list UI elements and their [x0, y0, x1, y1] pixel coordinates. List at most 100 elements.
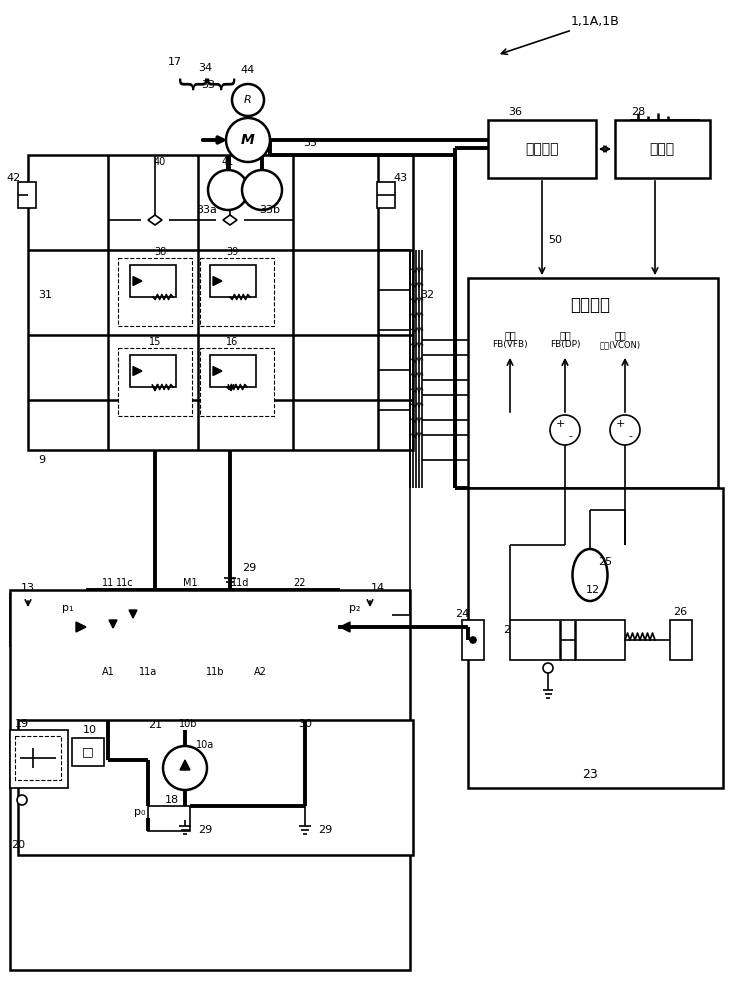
Bar: [118, 348, 192, 416]
Text: 15: 15: [149, 337, 161, 347]
Text: 50: 50: [548, 235, 562, 245]
Text: {: {: [203, 70, 232, 90]
Text: 1,1A,1B: 1,1A,1B: [571, 15, 619, 28]
Polygon shape: [213, 366, 222, 375]
Text: 33b: 33b: [259, 205, 281, 215]
Bar: [14, 600, 44, 638]
Text: 35: 35: [303, 138, 317, 148]
Circle shape: [543, 663, 553, 673]
Text: -: -: [628, 431, 632, 441]
Text: 10a: 10a: [196, 740, 214, 750]
Text: 22: 22: [294, 578, 306, 588]
Bar: [210, 355, 256, 387]
Text: 44: 44: [241, 65, 255, 75]
Text: 23: 23: [582, 768, 598, 782]
Circle shape: [17, 795, 27, 805]
Bar: [200, 258, 274, 326]
Bar: [200, 348, 274, 416]
Text: 17: 17: [168, 57, 182, 67]
Polygon shape: [148, 215, 162, 225]
Bar: [670, 620, 692, 660]
Text: 18: 18: [165, 795, 179, 805]
Text: 蓄电器: 蓄电器: [650, 142, 674, 156]
Bar: [510, 620, 625, 660]
Text: 43: 43: [393, 173, 407, 183]
Text: 11: 11: [102, 578, 114, 588]
Text: 11c: 11c: [116, 578, 134, 588]
Text: A1: A1: [101, 667, 115, 677]
Polygon shape: [213, 276, 222, 286]
Polygon shape: [129, 610, 137, 618]
Text: 27: 27: [503, 625, 517, 635]
Polygon shape: [180, 760, 190, 770]
Text: 38: 38: [154, 247, 166, 257]
Polygon shape: [109, 620, 117, 628]
Bar: [130, 355, 176, 387]
Text: +: +: [615, 419, 625, 429]
Text: 19: 19: [15, 719, 29, 729]
Bar: [118, 258, 192, 326]
Text: 11d: 11d: [231, 578, 249, 588]
Circle shape: [242, 170, 282, 210]
Bar: [615, 120, 710, 178]
Text: 25: 25: [598, 557, 612, 567]
Polygon shape: [133, 366, 142, 375]
Bar: [10, 594, 50, 646]
Text: 33a: 33a: [197, 205, 218, 215]
Text: FB(DP): FB(DP): [550, 340, 580, 350]
Text: M1: M1: [183, 578, 197, 588]
Text: FB(VFB): FB(VFB): [492, 340, 527, 350]
Text: 速度: 速度: [614, 330, 626, 340]
Polygon shape: [133, 276, 142, 286]
Text: 24: 24: [455, 609, 469, 619]
Ellipse shape: [572, 549, 607, 601]
Text: 11b: 11b: [206, 667, 224, 677]
Text: 12: 12: [586, 585, 600, 595]
Circle shape: [550, 415, 580, 445]
Bar: [18, 182, 36, 208]
Bar: [377, 182, 395, 208]
Text: 32: 32: [420, 290, 434, 300]
Text: 控制装置: 控制装置: [570, 296, 610, 314]
Circle shape: [208, 170, 248, 210]
Polygon shape: [223, 215, 237, 225]
Bar: [488, 120, 596, 178]
Text: 29: 29: [198, 825, 212, 835]
Bar: [210, 265, 256, 297]
Text: p₀: p₀: [134, 807, 146, 817]
Text: 33: 33: [201, 80, 215, 90]
Text: □: □: [82, 746, 94, 758]
Circle shape: [226, 118, 270, 162]
Text: 16: 16: [226, 337, 238, 347]
Text: 41: 41: [222, 157, 234, 167]
Bar: [352, 594, 392, 646]
Text: 40: 40: [154, 157, 166, 167]
Polygon shape: [340, 622, 350, 632]
Text: 14: 14: [371, 583, 385, 593]
Bar: [468, 488, 723, 788]
Text: 26: 26: [673, 607, 687, 617]
Text: p₂: p₂: [349, 603, 361, 613]
Text: 34: 34: [198, 63, 212, 73]
Text: 31: 31: [38, 290, 52, 300]
Bar: [72, 738, 104, 766]
Text: p₁: p₁: [63, 603, 74, 613]
Text: 压差: 压差: [559, 330, 571, 340]
Bar: [148, 806, 190, 831]
Text: 29: 29: [242, 563, 256, 573]
Text: {: {: [176, 70, 204, 90]
Text: 42: 42: [7, 173, 21, 183]
Bar: [18, 720, 413, 855]
Circle shape: [470, 637, 476, 643]
Text: +: +: [555, 419, 565, 429]
Text: 驱动装置: 驱动装置: [525, 142, 559, 156]
Polygon shape: [76, 622, 86, 632]
Text: 10b: 10b: [179, 719, 197, 729]
Text: 30: 30: [298, 719, 312, 729]
Text: R: R: [244, 95, 252, 105]
Bar: [10, 730, 68, 788]
Text: A2: A2: [253, 667, 267, 677]
Text: 13: 13: [21, 583, 35, 593]
Text: 36: 36: [508, 107, 522, 117]
Text: 10: 10: [83, 725, 97, 735]
